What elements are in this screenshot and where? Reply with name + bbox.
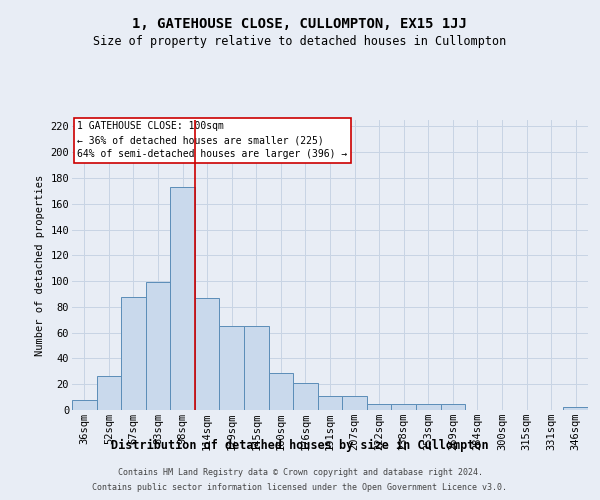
Bar [318,396,342,410]
Bar [220,326,244,410]
Y-axis label: Number of detached properties: Number of detached properties [35,174,45,356]
Bar [146,282,170,410]
Bar [121,296,146,410]
Text: Size of property relative to detached houses in Cullompton: Size of property relative to detached ho… [94,35,506,48]
Text: 1, GATEHOUSE CLOSE, CULLOMPTON, EX15 1JJ: 1, GATEHOUSE CLOSE, CULLOMPTON, EX15 1JJ [133,18,467,32]
Text: Contains HM Land Registry data © Crown copyright and database right 2024.: Contains HM Land Registry data © Crown c… [118,468,482,477]
Bar [416,404,440,410]
Bar [195,298,220,410]
Text: Distribution of detached houses by size in Cullompton: Distribution of detached houses by size … [111,438,489,452]
Bar [563,408,588,410]
Text: Contains public sector information licensed under the Open Government Licence v3: Contains public sector information licen… [92,483,508,492]
Bar [97,376,121,410]
Bar [72,400,97,410]
Bar [367,404,391,410]
Bar [170,187,195,410]
Bar [342,396,367,410]
Text: 1 GATEHOUSE CLOSE: 100sqm
← 36% of detached houses are smaller (225)
64% of semi: 1 GATEHOUSE CLOSE: 100sqm ← 36% of detac… [77,122,347,160]
Bar [440,404,465,410]
Bar [293,383,318,410]
Bar [391,404,416,410]
Bar [269,372,293,410]
Bar [244,326,269,410]
